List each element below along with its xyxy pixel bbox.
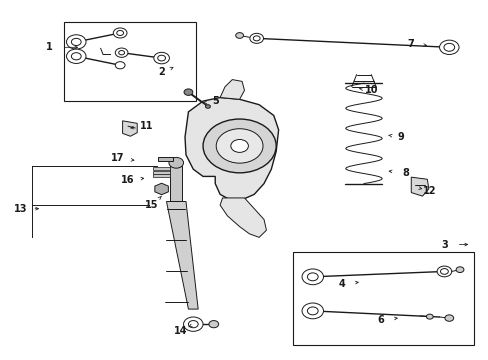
Circle shape [439,40,458,54]
Circle shape [307,273,318,281]
Circle shape [307,307,318,315]
Text: 11: 11 [140,121,153,131]
Circle shape [436,266,451,277]
Circle shape [440,269,447,274]
Polygon shape [410,177,428,196]
Text: 5: 5 [211,96,218,106]
Circle shape [230,139,248,152]
Circle shape [154,52,169,64]
Bar [153,171,170,174]
Circle shape [443,43,454,51]
Text: 8: 8 [401,168,408,178]
Circle shape [168,157,183,168]
Bar [293,252,473,345]
Text: 9: 9 [396,132,403,142]
Text: 15: 15 [145,200,158,210]
Bar [64,22,195,101]
Text: 4: 4 [338,279,345,289]
Text: 10: 10 [364,85,377,95]
Circle shape [203,119,276,173]
Circle shape [115,48,128,57]
Circle shape [117,31,123,36]
Bar [158,157,172,161]
Text: 14: 14 [174,325,187,336]
Circle shape [302,303,323,319]
Text: 13: 13 [14,204,27,214]
Circle shape [71,53,81,60]
Text: 6: 6 [377,315,384,325]
Circle shape [113,28,127,38]
Circle shape [426,314,432,319]
Circle shape [66,35,86,49]
Polygon shape [184,98,278,200]
Circle shape [455,267,463,273]
Circle shape [216,129,263,163]
Polygon shape [220,198,266,237]
Text: 3: 3 [440,239,447,249]
Polygon shape [155,183,168,195]
Circle shape [205,105,210,108]
Circle shape [302,269,323,285]
Circle shape [183,89,192,95]
Text: 12: 12 [422,186,436,196]
Text: 7: 7 [406,39,413,49]
Bar [153,167,170,170]
Circle shape [183,317,203,331]
Circle shape [115,62,125,69]
Bar [153,174,170,177]
Text: 16: 16 [121,175,134,185]
Circle shape [119,50,124,55]
Text: 17: 17 [111,153,124,163]
Circle shape [253,36,260,41]
Circle shape [249,33,263,43]
Polygon shape [220,80,244,99]
Circle shape [235,33,243,39]
Polygon shape [170,166,182,209]
Circle shape [66,49,86,63]
Polygon shape [166,202,198,309]
Text: 2: 2 [158,67,164,77]
Circle shape [158,55,165,61]
Circle shape [208,320,218,328]
Circle shape [71,39,81,45]
Circle shape [444,315,453,321]
Text: 1: 1 [46,42,53,52]
Polygon shape [122,121,137,136]
Circle shape [188,320,198,328]
